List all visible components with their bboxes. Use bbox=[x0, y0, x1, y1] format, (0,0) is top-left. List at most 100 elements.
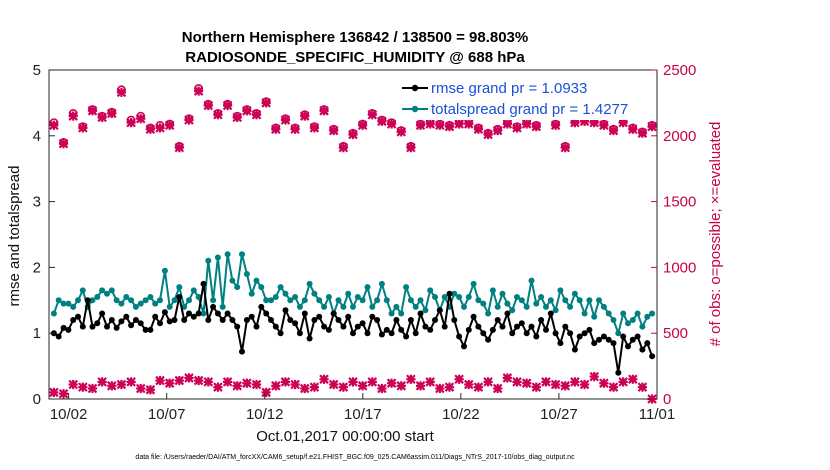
spread-point bbox=[615, 330, 622, 337]
rmse-point bbox=[219, 317, 226, 323]
x-tick-label: 10/02 bbox=[50, 406, 88, 423]
rmse-point bbox=[398, 326, 405, 333]
x-tick-label: 10/27 bbox=[540, 406, 578, 423]
obs-evaluated-marker bbox=[319, 106, 329, 116]
y2-tick-label: 0 bbox=[663, 391, 671, 408]
obs-low-count-marker bbox=[531, 382, 542, 392]
spread-point bbox=[620, 310, 627, 317]
rmse-point bbox=[147, 326, 154, 333]
obs-evaluated-marker bbox=[502, 119, 513, 129]
obs-evaluated-marker bbox=[599, 120, 609, 131]
spread-point bbox=[383, 297, 390, 304]
obs-evaluated-marker bbox=[174, 142, 185, 153]
y2-tick-label: 1000 bbox=[663, 259, 696, 276]
rmse-point bbox=[272, 323, 279, 330]
obs-evaluated-marker bbox=[367, 109, 378, 120]
spread-point bbox=[547, 297, 554, 304]
spread-point bbox=[65, 300, 72, 307]
obs-evaluated-marker bbox=[415, 120, 426, 131]
obs-evaluated-marker bbox=[647, 121, 657, 132]
spread-point bbox=[403, 284, 410, 291]
rmse-point bbox=[277, 330, 284, 337]
obs-low-count-marker bbox=[251, 379, 262, 390]
obs-low-count-marker bbox=[126, 377, 136, 387]
rmse-point bbox=[166, 318, 173, 325]
spread-point bbox=[571, 290, 578, 297]
rmse-point bbox=[374, 317, 381, 323]
obs-evaluated-marker bbox=[242, 106, 252, 116]
rmse-point bbox=[422, 323, 429, 330]
spread-point bbox=[142, 297, 149, 304]
rmse-point bbox=[538, 317, 545, 323]
rmse-point bbox=[509, 330, 516, 337]
obs-low-count-marker bbox=[174, 375, 185, 386]
obs-low-count-marker bbox=[367, 377, 378, 387]
spread-point bbox=[287, 297, 294, 304]
rmse-point bbox=[504, 310, 511, 317]
rmse-point bbox=[108, 317, 115, 323]
spread-point bbox=[89, 297, 96, 304]
spread-point bbox=[321, 303, 328, 310]
obs-low-count-marker bbox=[338, 382, 349, 392]
obs-low-count-marker bbox=[377, 383, 387, 394]
spread-point bbox=[118, 300, 125, 307]
rmse-point bbox=[359, 320, 366, 327]
rmse-point bbox=[311, 317, 318, 323]
spread-point bbox=[137, 300, 144, 307]
obs-low-count-marker bbox=[78, 382, 88, 392]
spread-point bbox=[94, 294, 101, 300]
obs-evaluated-marker bbox=[338, 142, 349, 153]
rmse-point bbox=[412, 330, 419, 337]
rmse-point bbox=[644, 340, 651, 347]
spread-point bbox=[475, 297, 482, 304]
obs-low-count-marker bbox=[58, 388, 69, 399]
spread-point bbox=[634, 310, 641, 317]
y-axis-label: rmse and totalspread bbox=[6, 166, 23, 307]
obs-low-count-marker bbox=[68, 379, 78, 390]
obs-low-count-marker bbox=[97, 377, 107, 387]
rmse-point bbox=[388, 330, 395, 337]
spread-point bbox=[359, 297, 366, 304]
obs-low-count-marker bbox=[454, 374, 464, 385]
obs-low-count-marker bbox=[550, 379, 561, 390]
rmse-point bbox=[615, 369, 622, 376]
spread-point bbox=[311, 290, 318, 297]
obs-evaluated-marker bbox=[251, 109, 262, 120]
obs-low-count-marker bbox=[290, 379, 300, 390]
spread-point bbox=[296, 303, 303, 310]
obs-low-count-marker bbox=[628, 374, 638, 385]
legend-marker-spread bbox=[411, 105, 419, 113]
rmse-point bbox=[485, 336, 492, 343]
y-tick-label: 4 bbox=[33, 128, 41, 145]
spread-point bbox=[514, 294, 520, 300]
obs-low-count-marker bbox=[87, 383, 98, 394]
rmse-point bbox=[436, 307, 443, 314]
obs-low-count-marker bbox=[261, 387, 271, 398]
obs-low-count-marker bbox=[570, 377, 580, 387]
obs-evaluated-marker bbox=[155, 123, 165, 133]
rmse-point bbox=[214, 310, 221, 317]
rmse-point bbox=[600, 333, 607, 340]
obs-low-count-marker bbox=[512, 377, 522, 387]
obs-low-count-marker bbox=[541, 377, 551, 387]
spread-point bbox=[60, 300, 67, 307]
spread-point bbox=[422, 307, 429, 314]
rmse-point bbox=[649, 353, 656, 360]
spread-point bbox=[123, 294, 130, 300]
obs-low-count-marker bbox=[444, 382, 455, 392]
rmse-point bbox=[432, 317, 438, 323]
spread-point bbox=[629, 317, 636, 323]
obs-evaluated-marker bbox=[444, 121, 455, 132]
spread-point bbox=[538, 294, 545, 300]
rmse-point bbox=[224, 310, 231, 317]
rmse-point bbox=[118, 318, 125, 325]
obs-evaluated-marker bbox=[435, 120, 445, 131]
rmse-point bbox=[586, 326, 593, 333]
rmse-point bbox=[528, 323, 535, 330]
spread-point bbox=[263, 297, 270, 304]
spread-point bbox=[128, 297, 135, 304]
rmse-point bbox=[364, 330, 371, 337]
spread-point bbox=[113, 297, 120, 304]
y2-tick-label: 1500 bbox=[663, 194, 696, 211]
rmse-point bbox=[378, 331, 385, 338]
